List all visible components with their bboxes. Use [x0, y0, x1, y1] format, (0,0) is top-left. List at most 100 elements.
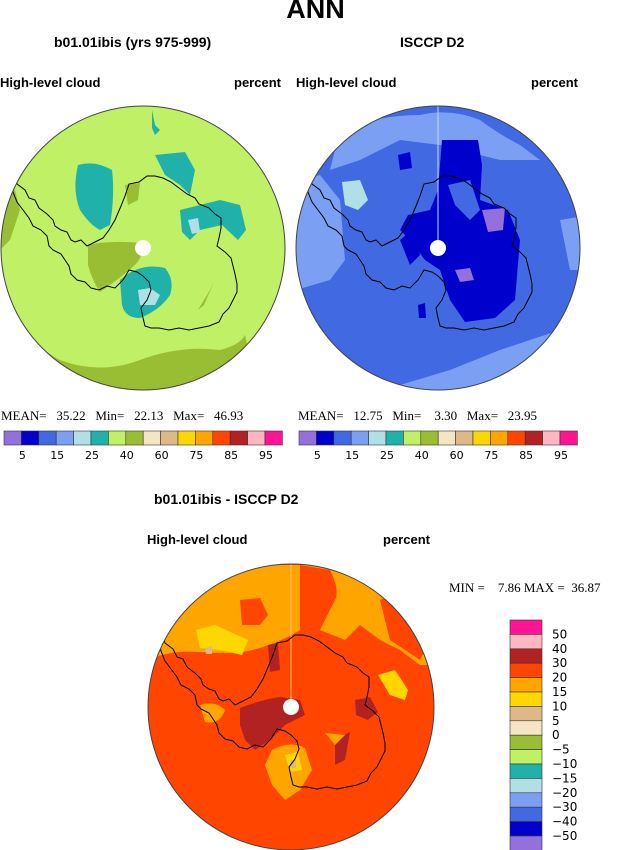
- contour-fill-5-10: [398, 152, 412, 170]
- colorbar-tick-label: 5: [552, 714, 560, 728]
- colorbar-tick-label: 40: [415, 449, 429, 462]
- contour-fill-30-40: [152, 110, 160, 135]
- colorbar-swatch: [403, 430, 422, 446]
- colorbar-swatch: [509, 634, 543, 650]
- colorbar-swatch: [38, 430, 57, 446]
- colorbar-tick-label: −10: [552, 757, 577, 771]
- colorbar-swatch: [420, 430, 439, 446]
- colorbar-swatch: [229, 430, 248, 446]
- contour-fill-15-20: [200, 703, 225, 723]
- contour-fill-30-40: [155, 152, 195, 195]
- contour-fill-10-15: [448, 180, 480, 220]
- colorbar-swatch: [437, 430, 456, 446]
- units-label-obs: percent: [531, 75, 578, 90]
- colorbar-tick-label: 85: [224, 449, 238, 462]
- contour-fill-30-40: [75, 163, 114, 230]
- colorbar-swatch: [509, 792, 543, 808]
- map-border: [0, 105, 286, 391]
- colorbar-swatch: [509, 806, 543, 822]
- colorbar-tick-label: 15: [50, 449, 64, 462]
- min-label: Min=: [95, 408, 125, 423]
- colorbar-tick-label: 30: [552, 656, 567, 670]
- min-label: Min=: [392, 408, 422, 423]
- colorbar-swatch: [559, 430, 578, 446]
- contour-fill-30-40: [268, 643, 280, 672]
- min-value: 3.30: [434, 408, 458, 423]
- colorbar-tick-label: −50: [552, 829, 577, 843]
- colorbar-swatch: [524, 430, 543, 446]
- mean-label: MEAN=: [1, 408, 47, 423]
- units-label-model: percent: [234, 75, 281, 90]
- colorbar-tick-label: −40: [552, 815, 577, 829]
- colorbar-swatch: [509, 648, 543, 664]
- colorbar-tick-label: 25: [85, 449, 99, 462]
- colorbar-swatch: [509, 778, 543, 794]
- colorbar-swatch: [368, 430, 387, 446]
- colorbar-tick-label: 85: [519, 449, 533, 462]
- contour-fill-15-20: [330, 112, 540, 170]
- colorbar-tick-label: −5: [552, 743, 570, 757]
- colorbar-swatch: [509, 706, 543, 722]
- colorbar-tick-label: 60: [155, 449, 169, 462]
- contour-fill-5-10: [400, 140, 520, 322]
- contour-fill-30-40: [355, 697, 378, 720]
- min-label: MIN =: [449, 580, 485, 595]
- pole-hole: [430, 240, 446, 256]
- colorbar-swatch: [509, 749, 543, 765]
- colorbar-tick-label: 15: [552, 685, 567, 699]
- variable-label-model: High-level cloud: [0, 75, 101, 90]
- colorbar-swatch: [160, 430, 179, 446]
- colorbar-swatch: [316, 430, 335, 446]
- colorbars: 5 15 25 40 60 75 85 95 5 15 25 40 60 75 85 955040302015…: [3, 430, 578, 850]
- contour-fill-5-10: [205, 646, 212, 654]
- contour-fill-15-20: [296, 175, 345, 290]
- contour-fill-5-10: [418, 303, 426, 318]
- colorbar-swatch: [108, 430, 127, 446]
- colorbar-swatch: [298, 430, 317, 446]
- colorbar-swatch: [3, 430, 22, 446]
- colorbar-tick-label: 40: [120, 449, 134, 462]
- min-value: 7.86: [497, 580, 521, 595]
- colorbar-swatch: [264, 430, 283, 446]
- colorbar-tick-label: 40: [552, 642, 567, 656]
- contour-fill-30-40: [296, 188, 304, 202]
- colorbar-tick-label: 60: [450, 449, 464, 462]
- colorbar-swatch: [142, 430, 161, 446]
- colorbar-tick-label: 25: [380, 449, 394, 462]
- max-value: 23.95: [507, 408, 538, 423]
- stats-obs: MEAN= 12.75 Min= 3.30 Max= 23.95: [298, 408, 537, 424]
- colorbar-swatch: [350, 430, 369, 446]
- panel-title-diff: b01.01ibis - ISCCP D2: [154, 491, 299, 507]
- colorbar-tick-label: 95: [554, 449, 568, 462]
- colorbar-swatch: [21, 430, 40, 446]
- colorbar-swatch: [509, 763, 543, 779]
- colorbar-swatch: [385, 430, 404, 446]
- stats-diff: MIN = 7.86 MAX = 36.87: [449, 580, 601, 596]
- map-border: [147, 563, 435, 850]
- colorbar-tick-label: 5: [314, 449, 321, 462]
- contour-fill-5-10: [290, 760, 296, 768]
- colorbar-tick-label: 10: [552, 699, 567, 713]
- colorbar-swatch: [507, 430, 526, 446]
- colorbar-tick-label: −15: [552, 771, 577, 785]
- colorbar-swatch: [542, 430, 561, 446]
- units-label-diff: percent: [383, 532, 430, 547]
- colorbar-swatch: [509, 662, 543, 678]
- colorbar-swatch: [509, 835, 543, 850]
- mean-label: MEAN=: [298, 408, 344, 423]
- colorbar-tick-label: 75: [484, 449, 498, 462]
- map-border: [295, 105, 581, 391]
- colorbar-swatch: [509, 677, 543, 693]
- mean-value: 35.22: [56, 408, 86, 423]
- colorbar-tick-label: 0: [552, 728, 560, 742]
- colorbar-swatch: [125, 430, 144, 446]
- colorbar-swatch: [55, 430, 74, 446]
- stats-model: MEAN= 35.22 Min= 22.13 Max= 46.93: [1, 408, 243, 424]
- colorbar-swatch: [490, 430, 509, 446]
- contour-fill-15-20: [325, 733, 345, 745]
- figure-title: ANN: [286, 0, 345, 24]
- contour-fill-lt-5: [455, 268, 474, 282]
- colorbar-swatch: [177, 430, 196, 446]
- pole-hole: [135, 240, 151, 256]
